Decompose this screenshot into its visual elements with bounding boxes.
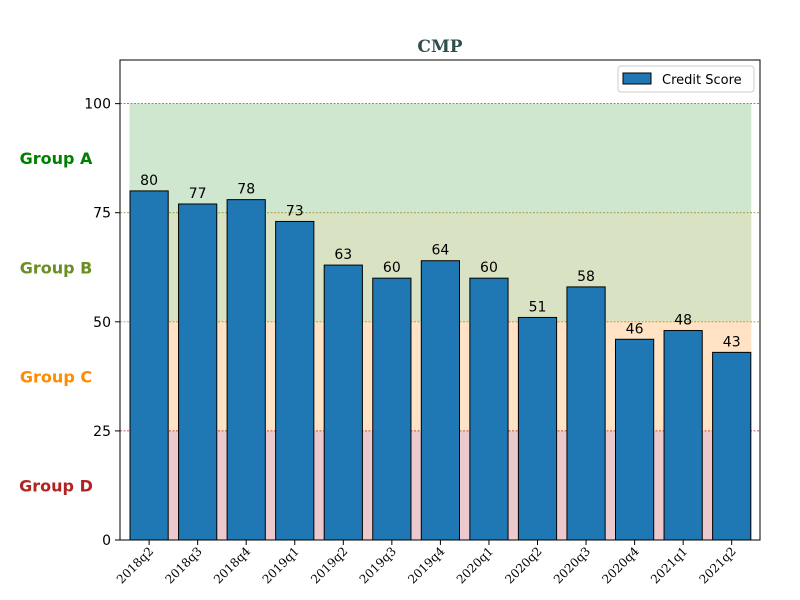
group-label: Group D [19, 476, 93, 495]
legend-swatch [622, 72, 652, 85]
x-tick-label: 2020q3 [551, 544, 593, 586]
x-tick-label: 2021q2 [696, 544, 738, 586]
bar-value-label: 64 [431, 243, 449, 259]
legend-box [617, 65, 755, 93]
bar [178, 203, 218, 541]
legend: Credit Score [617, 65, 755, 93]
y-tick-label: 25 [93, 424, 111, 440]
y-tick-label: 75 [93, 206, 111, 222]
group-label: Group C [20, 367, 92, 386]
x-tick-label: 2020q4 [599, 544, 642, 587]
group-labels: Group A Group B Group C Group D [19, 149, 93, 495]
y-tick-label: 100 [84, 97, 111, 113]
x-tick-label: 2021q1 [648, 544, 690, 586]
x-tick-label: 2018q2 [114, 544, 156, 586]
bar [566, 286, 606, 541]
group-label: Group B [20, 258, 93, 277]
chart-title: CMP [417, 37, 462, 57]
x-tick-label: 2019q1 [260, 544, 302, 586]
bar [420, 260, 460, 541]
group-band [129, 103, 752, 213]
bar-value-label: 51 [529, 299, 547, 315]
bar [275, 220, 315, 541]
bars: 80 77 78 73 63 60 64 60 51 58 46 48 43 [129, 173, 752, 541]
bar-value-label: 63 [334, 247, 352, 263]
bar-value-label: 77 [189, 186, 207, 202]
bar-value-label: 46 [626, 321, 644, 337]
bar [615, 338, 655, 541]
bar [323, 264, 363, 541]
bar [469, 277, 509, 541]
legend-label: Credit Score [662, 73, 742, 88]
x-tick-label: 2018q3 [162, 544, 204, 586]
x-tick-label: 2018q4 [211, 544, 254, 587]
bar-value-label: 78 [237, 182, 255, 198]
x-tick-label: 2019q3 [357, 544, 399, 586]
x-tick-label: 2020q1 [454, 544, 496, 586]
x-tick-label: 2019q2 [308, 544, 350, 586]
y-tick-label: 50 [93, 315, 111, 331]
x-tick-label: 2020q2 [502, 544, 544, 586]
y-tick-label: 0 [102, 533, 111, 549]
bar-value-label: 43 [723, 334, 741, 350]
bar [712, 351, 752, 541]
bar [226, 199, 266, 541]
bar-value-label: 80 [140, 173, 158, 189]
bar [517, 316, 558, 541]
bar [129, 190, 169, 541]
bar [372, 277, 412, 541]
bar-value-label: 60 [480, 260, 498, 276]
bar-value-label: 58 [577, 269, 595, 285]
group-label: Group A [20, 149, 93, 168]
x-tick-label: 2019q4 [405, 544, 448, 587]
bar-value-label: 60 [383, 260, 401, 276]
bar-value-label: 73 [286, 203, 304, 219]
bar-value-label: 48 [674, 313, 692, 329]
bar [663, 330, 703, 541]
